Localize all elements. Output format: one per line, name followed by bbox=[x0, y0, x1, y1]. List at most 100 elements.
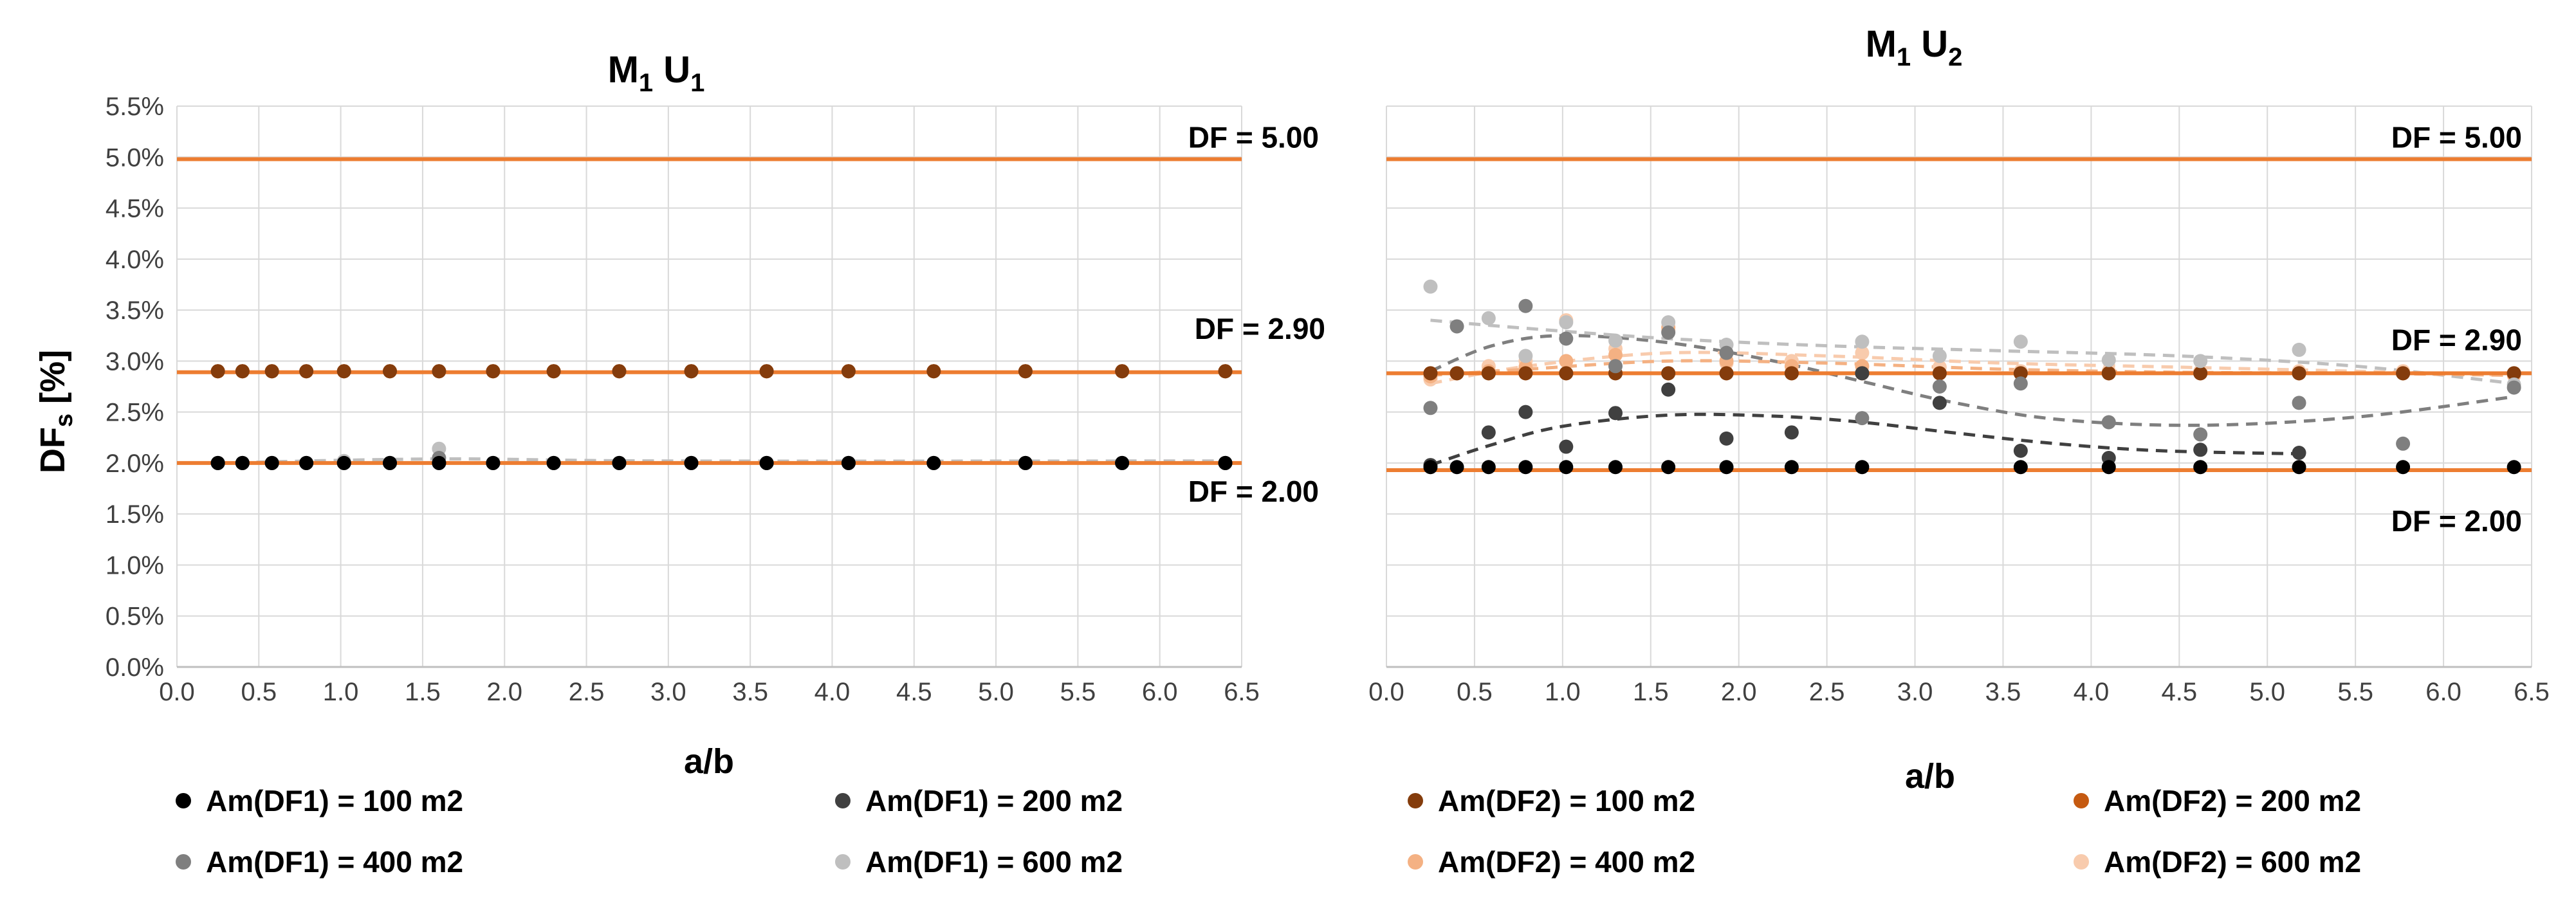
y-tick-label: 2.5% bbox=[106, 399, 164, 427]
data-point bbox=[1855, 345, 1870, 360]
x-tick-label: 5.0 bbox=[2249, 678, 2285, 706]
data-point bbox=[1608, 347, 1623, 362]
data-point bbox=[1855, 460, 1870, 475]
data-point bbox=[1661, 366, 1676, 381]
data-point bbox=[486, 455, 501, 470]
legend-label: Am(DF2) = 100 m2 bbox=[1438, 784, 1695, 817]
x-tick-label: 4.0 bbox=[2074, 678, 2110, 706]
legend-marker bbox=[176, 854, 191, 870]
x-tick-label: 5.5 bbox=[1060, 678, 1096, 706]
data-point bbox=[1559, 315, 1574, 330]
trendlines bbox=[1430, 318, 2514, 467]
data-point bbox=[1423, 366, 1438, 381]
x-tick-label: 3.5 bbox=[732, 678, 768, 706]
data-point bbox=[2193, 366, 2208, 381]
reference-line-label: DF = 5.00 bbox=[1188, 120, 1319, 154]
x-tick-label: 5.5 bbox=[2337, 678, 2373, 706]
data-point bbox=[1559, 354, 1574, 369]
x-tick-label: 3.0 bbox=[650, 678, 686, 706]
data-point bbox=[299, 364, 314, 379]
trendline bbox=[1430, 412, 2303, 467]
data-point bbox=[2507, 366, 2521, 381]
legend: Am(DF1) = 100 m2 Am(DF1) = 200 m2 Am(DF2) … bbox=[176, 784, 2361, 879]
y-tick-label: 5.0% bbox=[106, 143, 164, 172]
legend-label: Am(DF1) = 600 m2 bbox=[865, 845, 1123, 879]
legend-label: Am(DF2) = 600 m2 bbox=[2104, 845, 2361, 879]
data-point bbox=[759, 364, 774, 379]
data-point bbox=[1481, 311, 1496, 325]
data-point bbox=[1218, 364, 1233, 379]
data-point bbox=[299, 455, 314, 470]
reference-lines bbox=[1386, 157, 2532, 473]
data-point bbox=[841, 364, 856, 379]
reference-line-label: DF = 2.00 bbox=[1188, 475, 1319, 508]
data-point bbox=[1018, 455, 1033, 470]
data-point bbox=[546, 455, 561, 470]
data-point bbox=[841, 455, 856, 470]
data-point bbox=[612, 455, 627, 470]
data-point bbox=[2101, 352, 2116, 367]
x-tick-label: 1.0 bbox=[1545, 678, 1581, 706]
data-point bbox=[1932, 366, 1947, 381]
panel-title: M1 U2 bbox=[1866, 23, 1963, 71]
data-point bbox=[2013, 334, 2028, 349]
data-point bbox=[1784, 460, 1799, 475]
panel-m1-u1: M1 U1 0.0 0.5 1.0 1.5 2.0 2.5 3.0 3.5 4.0 4.5 5.0 5… bbox=[106, 49, 1325, 706]
data-point bbox=[1661, 382, 1676, 397]
data-point bbox=[2013, 366, 2028, 381]
x-tick-label: 5.0 bbox=[978, 678, 1014, 706]
data-point bbox=[1115, 455, 1130, 470]
y-tick-label: 5.5% bbox=[106, 93, 164, 121]
panel-m1-u2: M1 U2 0.0 0.5 1.0 1.5 2.0 2.5 3.0 3.5 4.0 4.5 5.0 5… bbox=[1368, 23, 2550, 706]
data-point bbox=[1559, 331, 1574, 346]
data-point bbox=[1518, 349, 1533, 363]
data-point bbox=[1481, 460, 1496, 475]
data-point bbox=[2193, 427, 2208, 442]
legend-label: Am(DF1) = 400 m2 bbox=[206, 845, 463, 879]
legend-marker bbox=[1408, 793, 1423, 808]
data-point bbox=[1932, 349, 1947, 363]
data-point bbox=[1719, 460, 1734, 475]
grid bbox=[1386, 105, 2532, 668]
data-point bbox=[1608, 406, 1623, 421]
legend-marker bbox=[1408, 854, 1423, 870]
data-point bbox=[1518, 460, 1533, 475]
data-point bbox=[264, 455, 279, 470]
data-point bbox=[1423, 460, 1438, 475]
data-points bbox=[1423, 279, 2521, 475]
data-point bbox=[2013, 460, 2028, 475]
data-point bbox=[1449, 366, 1464, 381]
x-tick-label: 2.0 bbox=[486, 678, 522, 706]
y-tick-label: 4.0% bbox=[106, 246, 164, 274]
legend-marker bbox=[835, 854, 851, 870]
data-point bbox=[1115, 364, 1130, 379]
data-point bbox=[2101, 460, 2116, 475]
data-point bbox=[2101, 366, 2116, 381]
data-point bbox=[432, 455, 446, 470]
data-point bbox=[336, 364, 351, 379]
data-point bbox=[926, 364, 941, 379]
x-tick-label: 0.0 bbox=[159, 678, 195, 706]
data-point bbox=[1018, 364, 1033, 379]
data-point bbox=[1518, 298, 1533, 313]
y-tick-label: 4.5% bbox=[106, 195, 164, 223]
x-tick-label: 3.0 bbox=[1897, 678, 1933, 706]
data-point bbox=[1518, 405, 1533, 419]
trendline bbox=[1430, 318, 2514, 385]
x-tick-label: 0.0 bbox=[1368, 678, 1404, 706]
data-points bbox=[210, 364, 1233, 470]
data-point bbox=[1481, 425, 1496, 440]
data-point bbox=[926, 455, 941, 470]
data-point bbox=[2292, 396, 2306, 410]
data-point bbox=[210, 455, 225, 470]
x-tick-label: 4.5 bbox=[2162, 678, 2198, 706]
grid bbox=[176, 105, 1242, 668]
data-point bbox=[2396, 366, 2411, 381]
reference-labels: DF = 5.00 DF = 2.90 DF = 2.00 bbox=[1188, 120, 1325, 507]
data-point bbox=[2507, 460, 2521, 475]
y-axis-label: DFs [%] bbox=[33, 350, 78, 473]
data-point bbox=[2292, 342, 2306, 357]
data-point bbox=[1719, 431, 1734, 446]
data-point bbox=[1423, 401, 1438, 415]
data-point bbox=[1784, 425, 1799, 440]
